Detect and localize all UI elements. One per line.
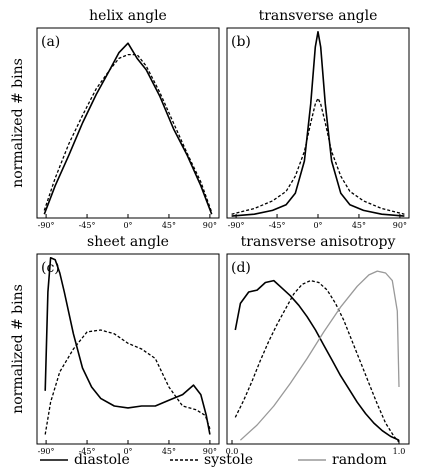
series-line-diastole [43,42,213,215]
x-tick-label: 45° [162,447,176,456]
x-tick-label: 90° [203,447,217,456]
x-tick-label: -90° [38,221,55,230]
x-tick-label: 0.0 [226,447,239,456]
x-tick-label: 0° [123,447,132,456]
panel-label: (b) [231,34,251,50]
x-tick-label: 1.0 [393,447,406,456]
legend-label: random [332,452,387,468]
series-line-diastole [44,256,211,435]
x-tick-label: -45° [269,221,286,230]
x-tick-label: -45° [79,221,96,230]
panel-title: helix angle [89,8,167,24]
x-tick-label: 90° [393,221,407,230]
legend-label: diastole [74,452,130,468]
series-line-random [239,270,400,441]
series-line-diastole [234,279,400,441]
panel-title: transverse angle [259,8,378,24]
panel-label: (a) [41,34,60,50]
plot-frame [36,253,220,445]
x-tick-label: -90° [38,447,55,456]
panel-label: (d) [231,260,251,276]
x-tick-label: 90° [203,221,217,230]
series-line-systole [43,53,213,213]
x-tick-label: 45° [162,221,176,230]
legend-label: systole [204,452,253,468]
y-axis-label: normalized # bins [10,284,26,414]
y-axis-label: normalized # bins [10,58,26,188]
plot-frame [36,27,220,219]
panel-title: sheet angle [87,234,169,250]
x-tick-label: -90° [228,221,245,230]
x-tick-label: 0° [313,221,322,230]
x-tick-label: 0° [123,221,132,230]
plot-frame [226,253,410,445]
x-tick-label: 45° [352,221,366,230]
series-line-systole [234,279,400,443]
plot-frame [226,27,410,219]
series-line-diastole [231,30,405,217]
series-line-systole [231,97,405,215]
x-tick-label: -45° [79,447,96,456]
series-line-systole [44,329,211,435]
panel-title: transverse anisotropy [241,234,396,250]
